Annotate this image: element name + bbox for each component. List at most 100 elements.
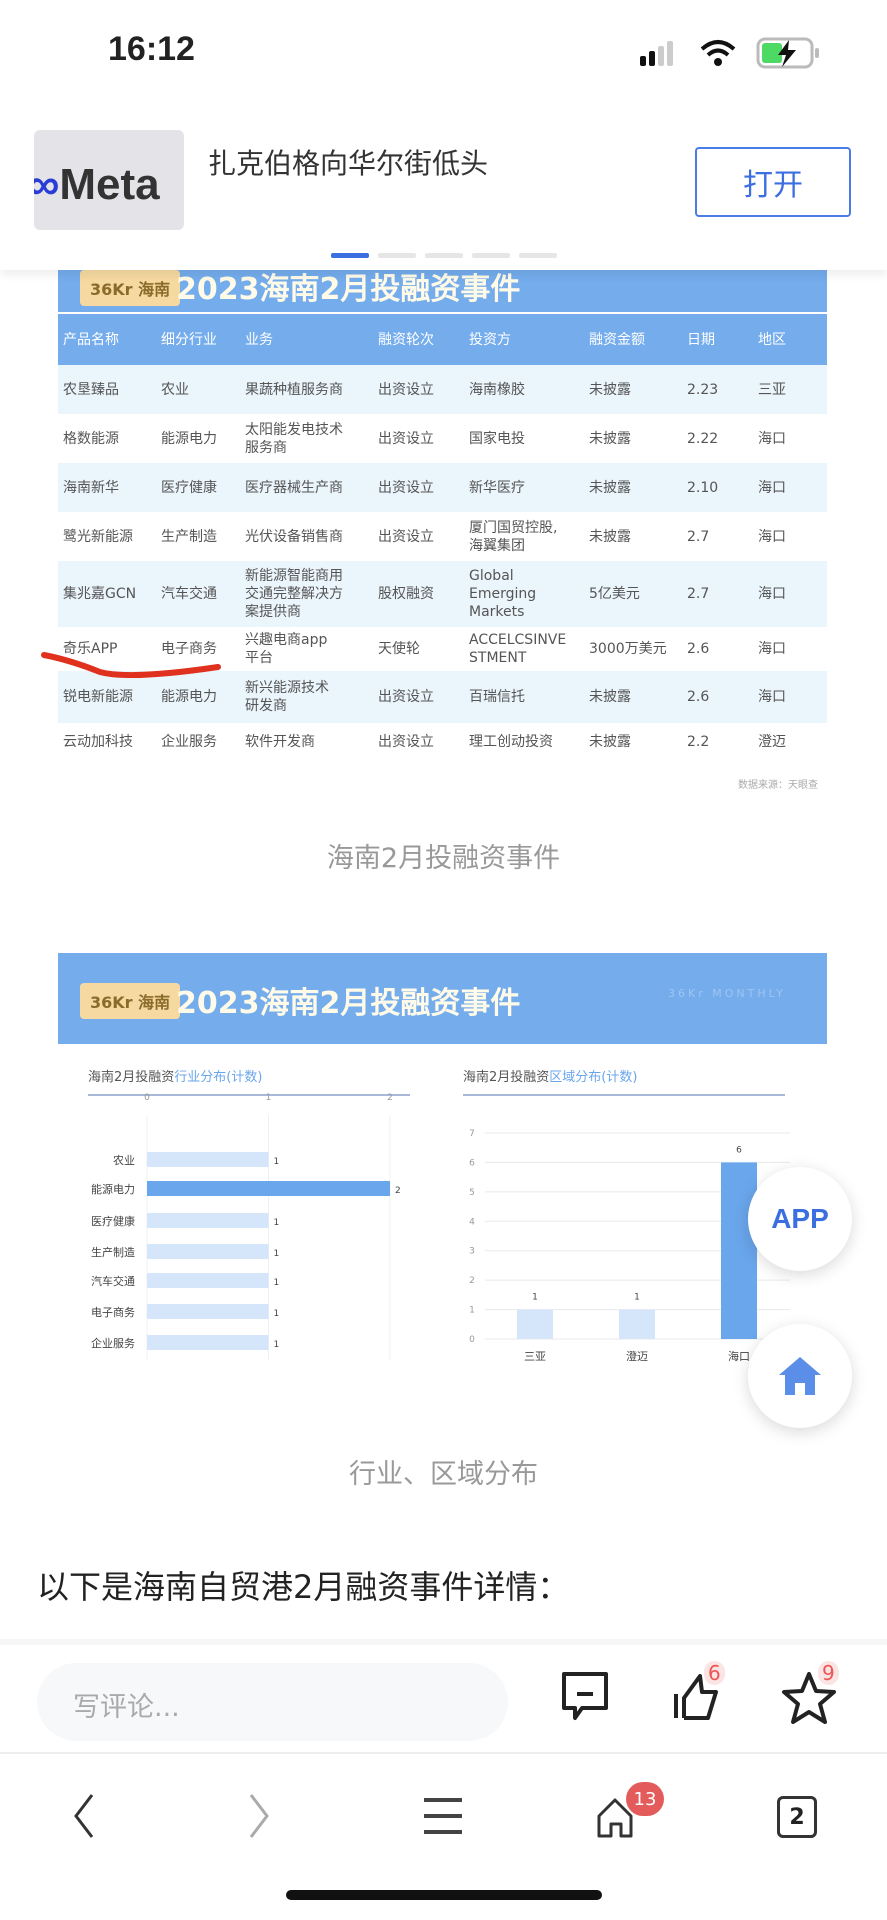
column-header: 产品名称 <box>63 331 119 348</box>
data-label: 6 <box>736 1145 742 1155</box>
table-cell: 农垦臻品 <box>63 381 119 398</box>
data-label: 1 <box>274 1309 280 1319</box>
data-label: 1 <box>274 1340 280 1350</box>
image-banner-title: 2023海南2月投融资事件 <box>176 986 521 1021</box>
table-cell: 新华医疗 <box>469 479 525 496</box>
forward-icon[interactable] <box>245 1791 275 1841</box>
table-cell: 国家电投 <box>469 430 525 447</box>
y-tick-label: 1 <box>469 1306 475 1316</box>
industry-chart-title: 海南2月投融资行业分布(计数) <box>88 1070 263 1085</box>
table-cell: 2.6 <box>687 641 710 657</box>
table-cell: 鹭光新能源 <box>63 528 133 545</box>
favorite-star-icon[interactable] <box>780 1670 838 1728</box>
table-cell: 企业服务 <box>161 733 217 750</box>
category-label: 生产制造 <box>91 1245 135 1259</box>
divider <box>88 1094 410 1096</box>
table-cell: 锐电新能源 <box>63 689 133 705</box>
table-caption: 海南2月投融资事件 <box>326 843 561 874</box>
home-indicator <box>286 1890 602 1900</box>
table-cell: 奇乐APP <box>63 641 118 657</box>
table-cell: 出资设立 <box>378 430 434 447</box>
table-cell: 格数能源 <box>63 430 119 447</box>
back-icon[interactable] <box>68 1791 98 1841</box>
table-cell: 2.7 <box>687 528 710 545</box>
table-row: 农垦臻品 农业 果蔬种植服务商 出资设立 海南橡胶 未披露 2.23 三亚 <box>58 365 827 414</box>
table-cell: 未披露 <box>589 689 631 705</box>
red-underline-annotation <box>41 652 221 679</box>
y-tick-label: 0 <box>469 1335 475 1345</box>
table-cell: 新兴能源技术 研发商 <box>245 680 329 714</box>
table-cell: 股权融资 <box>378 586 434 602</box>
y-tick-label: 2 <box>469 1276 475 1286</box>
bar <box>147 1335 269 1350</box>
table-cell: 海口 <box>758 689 786 705</box>
table-cell: ACCELCSINVE STMENT <box>469 632 567 666</box>
table-cell: 未披露 <box>589 430 631 447</box>
signal-icon <box>640 41 673 66</box>
data-label: 1 <box>274 1218 280 1228</box>
table-cell: 汽车交通 <box>161 586 217 602</box>
app-button[interactable]: APP <box>748 1167 852 1271</box>
table-cell: 2.23 <box>687 381 719 398</box>
table-cell: 果蔬种植服务商 <box>245 381 343 398</box>
watermark: 36Kr MONTHLY <box>668 987 786 1000</box>
carousel-dot[interactable] <box>519 253 557 258</box>
bar <box>147 1181 390 1196</box>
category-label: 电子商务 <box>91 1305 135 1319</box>
carousel-dot[interactable] <box>472 253 510 258</box>
column-header: 融资金额 <box>589 331 645 348</box>
table-cell: 未披露 <box>589 528 631 545</box>
data-label: 1 <box>274 1157 280 1167</box>
tabs-button[interactable]: 2 <box>777 1796 817 1838</box>
column-header: 日期 <box>687 331 715 348</box>
app-label: APP <box>771 1203 829 1234</box>
table-cell: 医疗健康 <box>161 479 217 496</box>
36kr-logo: 36Kr 海南 <box>80 270 181 306</box>
table-row: 奇乐APP 电子商务 兴趣电商app 平台 天使轮 ACCELCSINVE STMENT… <box>58 627 827 671</box>
comment-icon[interactable] <box>560 1670 610 1725</box>
table-cell: 理工创动投资 <box>469 733 553 750</box>
column-header: 细分行业 <box>161 331 217 348</box>
table-cell: 云动加科技 <box>63 733 133 750</box>
table-cell: 未披露 <box>589 733 631 750</box>
carousel-dot[interactable] <box>378 253 416 258</box>
bar <box>147 1244 269 1259</box>
home-nav-icon[interactable] <box>595 1796 639 1840</box>
table-cell: 2.7 <box>687 586 710 602</box>
table-cell: 出资设立 <box>378 381 434 398</box>
table-cell: 海口 <box>758 641 786 657</box>
article-intro: 以下是海南自贸港2月融资事件详情： <box>37 1568 570 1606</box>
category-label: 医疗健康 <box>91 1214 135 1228</box>
table-row: 格数能源 能源电力 太阳能发电技术 服务商 出资设立 国家电投 未披露 2.22 海口 <box>58 414 827 463</box>
table-cell: 未披露 <box>589 479 631 496</box>
data-label: 1 <box>274 1278 280 1288</box>
column-header: 融资轮次 <box>378 331 434 348</box>
column-header: 业务 <box>245 331 273 348</box>
open-button[interactable]: 打开 <box>695 147 851 217</box>
table-cell: 厦门国贸控股, 海翼集团 <box>469 519 558 554</box>
like-icon[interactable] <box>672 1670 727 1725</box>
bar <box>147 1273 269 1288</box>
table-cell: 5亿美元 <box>589 586 640 602</box>
menu-icon[interactable] <box>422 1796 464 1836</box>
carousel-dot[interactable] <box>331 253 369 258</box>
data-label: 1 <box>274 1249 280 1259</box>
y-tick-label: 5 <box>469 1188 475 1198</box>
table-header-row: 产品名称 细分行业 业务 融资轮次 投资方 融资金额 日期 地区 <box>58 314 827 365</box>
news-banner[interactable]: ∞Meta 扎克伯格向华尔街低头 打开 <box>0 100 887 270</box>
news-title[interactable]: 扎克伯格向华尔街低头 <box>208 147 489 180</box>
table-cell: 太阳能发电技术 服务商 <box>245 421 343 456</box>
comment-bar: 写评论... 6 9 <box>0 1639 887 1754</box>
table-row: 云动加科技 企业服务 软件开发商 出资设立 理工创动投资 未披露 2.2 澄迈 <box>58 723 827 760</box>
bar <box>147 1304 269 1319</box>
comment-input[interactable]: 写评论... <box>37 1663 508 1741</box>
status-time: 16:12 <box>108 30 195 68</box>
table-row: 集兆嘉GCN 汽车交通 新能源智能商用 交通完整解决方 案提供商 股权融资 Global… <box>58 561 827 627</box>
table-cell: 澄迈 <box>758 733 786 750</box>
news-thumbnail: ∞Meta <box>34 130 184 230</box>
table-cell: 海口 <box>758 430 786 447</box>
home-badge: 13 <box>626 1782 664 1816</box>
data-label: 1 <box>532 1293 538 1303</box>
carousel-dot[interactable] <box>425 253 463 258</box>
home-fab-button[interactable] <box>748 1324 852 1428</box>
